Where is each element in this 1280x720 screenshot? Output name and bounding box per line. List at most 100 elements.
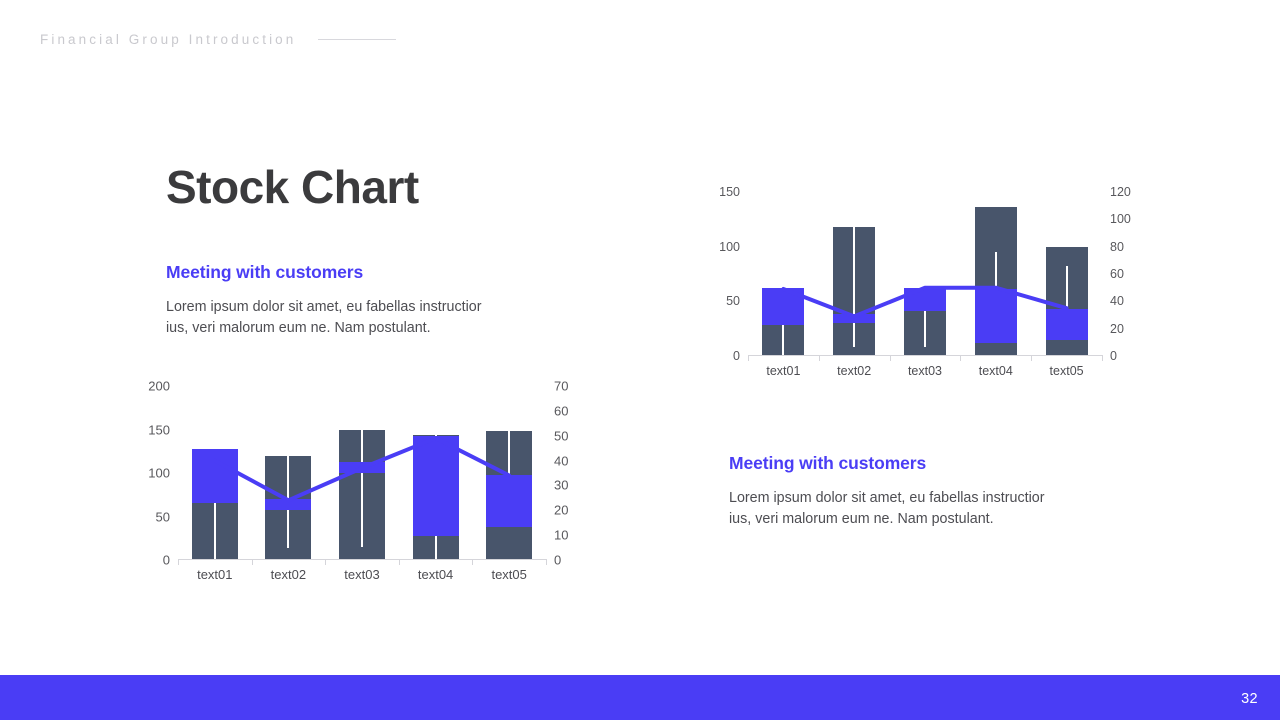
chart-right-axis-tick — [748, 355, 749, 361]
chart-left-axis-tick — [178, 559, 179, 565]
chart-right-axis-tick — [960, 355, 962, 361]
chart-right-primary-axis: 150 100 50 0 — [710, 186, 740, 382]
chart-left-candle-bar — [265, 455, 312, 560]
slide-header: Financial Group Introduction — [40, 32, 397, 47]
chart-left-bar-slot — [399, 386, 473, 560]
chart-left-y-tick: 0 — [162, 552, 170, 568]
chart-right-bar-slot — [748, 192, 819, 356]
chart-left-y-tick: 100 — [148, 465, 170, 481]
chart-right-candle-body — [762, 288, 805, 326]
chart-right-category-label: text05 — [1049, 364, 1084, 378]
chart-left-axis-tick — [472, 559, 474, 565]
chart-right-y-tick: 150 — [719, 184, 740, 199]
block-left-body: Lorem ipsum dolor sit amet, eu fabellas … — [166, 297, 566, 338]
page-title: Stock Chart — [166, 161, 419, 213]
chart-left-candle-body — [412, 435, 459, 536]
chart-right-category-label: text03 — [907, 364, 943, 378]
chart-right-candle-wick — [1065, 266, 1068, 309]
chart-left-bar-slot — [325, 386, 399, 560]
chart-right-y2-tick: 60 — [1110, 266, 1124, 281]
block-right-body-line1: Lorem ipsum dolor sit amet, eu fabellas … — [729, 490, 1045, 506]
chart-right-axis-tick — [889, 355, 891, 361]
chart-left-category-label: text05 — [491, 567, 527, 582]
chart-left-y2-tick: 70 — [554, 378, 569, 394]
chart-right-candle-body — [833, 314, 876, 324]
chart-left-candle-body — [191, 449, 238, 504]
chart-right-axis-tick — [1102, 355, 1103, 361]
chart-right-category-label: text02 — [837, 364, 872, 378]
text-block-right: Meeting with customers Lorem ipsum dolor… — [729, 453, 1129, 529]
chart-left-y2-tick: 30 — [554, 477, 569, 493]
slide-eyebrow-label: Financial Group Introduction — [40, 32, 297, 47]
chart-left-bars — [178, 386, 546, 560]
chart-right-y2-tick: 0 — [1110, 348, 1117, 363]
chart-left-axis-tick — [398, 559, 400, 565]
chart-right-y2-tick: 80 — [1110, 239, 1124, 254]
chart-left-category-label: text04 — [417, 567, 454, 582]
chart-right-candle-bar — [833, 226, 876, 356]
chart-right-y-tick: 0 — [733, 348, 740, 363]
chart-right-y2-tick: 20 — [1110, 321, 1124, 336]
chart-left-candle-body — [338, 461, 385, 473]
chart-right-category-labels: text01 text02 text03 text04 text05 — [748, 360, 1102, 382]
chart-left-y-tick: 150 — [148, 422, 170, 437]
chart-left-bar-slot — [178, 386, 252, 560]
chart-left-y-tick: 200 — [148, 378, 170, 394]
chart-left-candle-bar — [338, 429, 385, 560]
block-left-heading: Meeting with customers — [166, 262, 364, 282]
chart-left-category-label: text01 — [197, 567, 233, 582]
chart-left-candle-bar — [412, 434, 459, 560]
chart-right-candle-body — [903, 288, 946, 312]
chart-right-candle-bar — [974, 207, 1017, 356]
chart-left-category-label: text03 — [344, 567, 380, 582]
chart-left-axis-tick — [251, 559, 253, 565]
chart-left-y2-tick: 50 — [554, 428, 569, 444]
chart-right-secondary-axis: 120 100 80 60 40 20 0 — [1110, 186, 1142, 382]
chart-right-candle-bar — [903, 288, 946, 356]
chart-left-axis-tick — [546, 559, 547, 565]
chart-right-bar-slot — [1031, 192, 1102, 356]
chart-right-plot-area: text01 text02 text03 text04 text05 — [748, 192, 1103, 382]
block-left-body-line1: Lorem ipsum dolor sit amet, eu fabellas … — [166, 299, 482, 315]
chart-right-y2-tick: 120 — [1110, 184, 1131, 199]
chart-left-category-labels: text01 text02 text03 text04 text05 — [178, 564, 546, 586]
chart-left-primary-axis: 200 150 100 50 0 — [140, 380, 170, 586]
chart-right-axis-tick — [818, 355, 820, 361]
chart-left-y2-tick: 0 — [554, 552, 562, 568]
chart-left-candle-body — [486, 474, 533, 527]
header-divider-line — [318, 39, 397, 40]
chart-right-bar-slot — [960, 192, 1031, 356]
stock-chart-right: 150 100 50 0 text01 text02 text03 text04 text05… — [710, 186, 1142, 382]
chart-right-category-label: text04 — [978, 364, 1013, 378]
block-right-body: Lorem ipsum dolor sit amet, eu fabellas … — [729, 488, 1129, 529]
block-right-body-line2: ius, veri malorum eum ne. Nam postulant. — [729, 510, 994, 527]
chart-left-plot — [178, 386, 546, 560]
chart-right-plot — [748, 192, 1102, 356]
chart-left-bar-slot — [252, 386, 326, 560]
chart-right-y2-tick: 100 — [1110, 212, 1131, 227]
block-right-heading: Meeting with customers — [729, 453, 927, 473]
chart-left-candle-bar — [486, 431, 533, 560]
chart-left-candle-bar — [191, 448, 238, 560]
chart-left-baseline — [178, 559, 546, 560]
chart-left-secondary-axis: 70 60 50 40 30 20 10 0 — [554, 380, 586, 586]
footer-bar: 32 — [0, 675, 1280, 720]
chart-left-y2-tick: 40 — [554, 453, 569, 469]
chart-right-y-tick: 100 — [719, 239, 740, 254]
chart-right-baseline — [748, 355, 1102, 356]
chart-left-y2-tick: 60 — [554, 403, 569, 419]
chart-right-bars — [748, 192, 1102, 356]
chart-left-y-tick: 50 — [155, 509, 170, 524]
chart-right-bar-slot — [819, 192, 890, 356]
chart-right-y2-tick: 40 — [1110, 294, 1124, 309]
chart-left-axis-tick — [325, 559, 327, 565]
chart-right-candle-body — [1045, 308, 1088, 340]
chart-right-candle-wick — [853, 226, 856, 348]
chart-right-candle-bar — [1045, 246, 1088, 356]
chart-right-candle-body — [974, 289, 1017, 343]
chart-right-category-label: text01 — [766, 364, 801, 378]
chart-right-candle-wick — [994, 252, 997, 304]
chart-left-candle-wick — [213, 448, 216, 560]
chart-left-y2-tick: 20 — [554, 502, 569, 518]
page-number: 32 — [1241, 691, 1258, 707]
